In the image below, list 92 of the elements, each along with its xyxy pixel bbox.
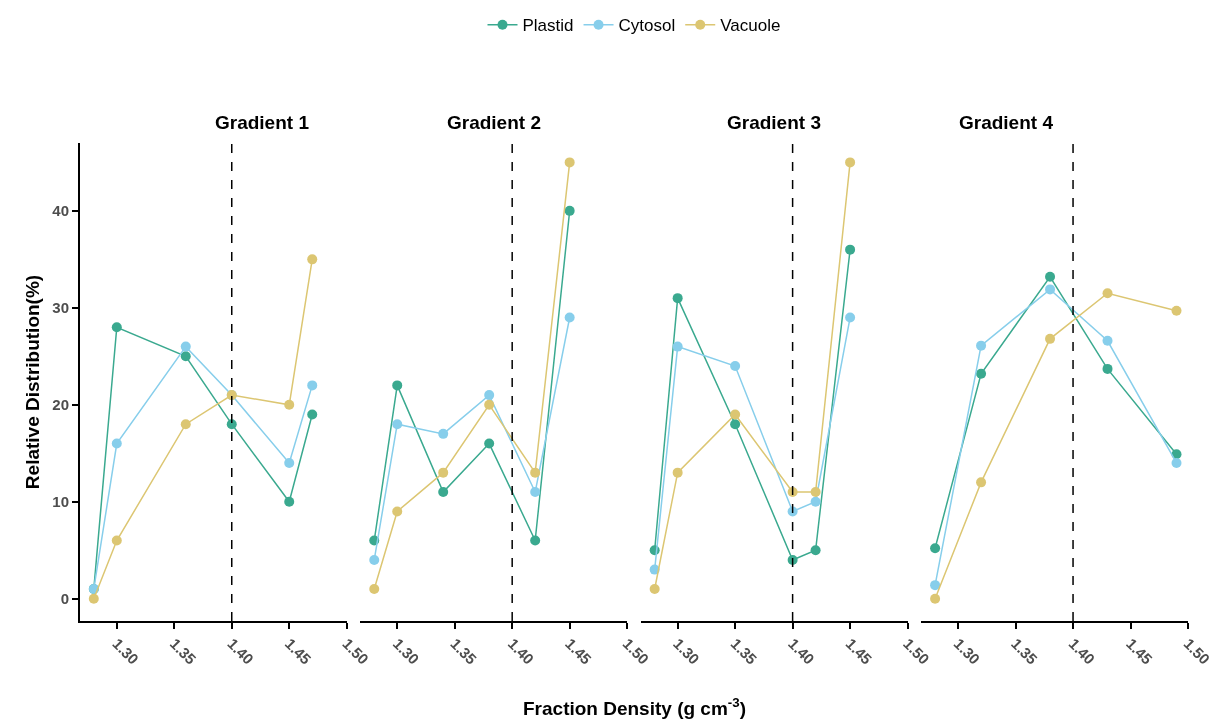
point — [564, 157, 575, 168]
point — [1171, 457, 1182, 468]
point — [484, 399, 495, 410]
point — [1102, 363, 1113, 374]
chart-title: Gradient 4 — [959, 112, 1054, 133]
point — [730, 419, 741, 430]
point — [392, 380, 403, 391]
point — [564, 205, 575, 216]
y-axis-title: Relative Distribution(%) — [21, 274, 43, 490]
x-tick-label: 1.35 — [447, 634, 480, 668]
point — [1045, 284, 1056, 295]
point — [1102, 335, 1113, 346]
chart-title: Gradient 1 — [215, 112, 310, 133]
point — [1102, 288, 1113, 299]
point — [810, 496, 821, 507]
x-tick-label: 1.30 — [389, 634, 423, 668]
point — [392, 419, 403, 430]
point — [672, 341, 683, 352]
point — [484, 390, 495, 401]
point — [1045, 271, 1056, 282]
point — [438, 487, 449, 498]
y-tick-label: 20 — [52, 396, 69, 414]
x-tick-label: 1.35 — [1008, 634, 1041, 668]
point — [307, 254, 318, 265]
x-tick-label: 1.30 — [670, 634, 703, 668]
point — [787, 554, 798, 565]
point — [730, 361, 741, 371]
point — [484, 438, 495, 449]
point — [88, 593, 99, 604]
point — [111, 322, 122, 333]
point — [530, 487, 541, 498]
point — [564, 312, 575, 323]
point — [976, 340, 987, 351]
point — [930, 593, 941, 604]
point — [649, 584, 660, 594]
point — [369, 554, 380, 565]
x-tick-label: 1.45 — [842, 634, 876, 668]
y-tick-label: 30 — [52, 299, 69, 317]
point — [180, 351, 191, 362]
point — [1045, 333, 1056, 344]
point — [307, 409, 318, 420]
point — [111, 438, 122, 449]
point — [845, 312, 856, 323]
x-tick-label: 1.35 — [166, 634, 200, 668]
x-tick-label: 1.50 — [619, 634, 653, 668]
legend-label: Plastid — [522, 16, 574, 36]
x-tick-label: 1.45 — [562, 634, 595, 668]
point — [307, 380, 318, 391]
point — [976, 368, 987, 379]
point — [672, 293, 683, 304]
point — [810, 545, 821, 556]
point — [1171, 305, 1182, 316]
chart-title: Gradient 3 — [727, 112, 821, 133]
x-tick-label: 1.40 — [224, 634, 257, 668]
point — [530, 467, 541, 478]
x-tick-label: 1.40 — [785, 634, 818, 668]
point — [180, 419, 191, 430]
point — [180, 341, 191, 352]
x-tick-label: 1.30 — [109, 634, 143, 668]
point — [845, 244, 856, 255]
point — [392, 506, 403, 517]
point — [369, 584, 380, 594]
x-tick-label: 1.45 — [281, 634, 315, 668]
point — [672, 467, 683, 478]
legend-label: Vacuole — [720, 16, 781, 36]
x-tick-label: 1.30 — [950, 634, 984, 668]
x-tick-label: 1.50 — [339, 634, 372, 668]
x-tick-label: 1.50 — [900, 634, 933, 668]
point — [845, 157, 856, 168]
point — [930, 580, 941, 591]
point — [284, 399, 295, 410]
x-tick-label: 1.45 — [1123, 634, 1156, 668]
x-tick-label: 1.50 — [1180, 634, 1214, 668]
text: Fraction Density (g cm$^{-3}$) — [523, 695, 746, 719]
point — [810, 487, 821, 498]
point — [730, 409, 741, 420]
x-tick-label: 1.40 — [504, 634, 538, 668]
point — [438, 467, 449, 478]
point — [930, 543, 941, 554]
x-tick-label: 1.40 — [1065, 634, 1099, 668]
y-tick-label: 0 — [60, 589, 69, 607]
point — [284, 457, 295, 468]
legend-label: Cytosol — [618, 16, 676, 36]
chart-title: Gradient 2 — [447, 112, 541, 133]
point — [111, 535, 122, 546]
point — [284, 496, 295, 507]
y-tick-label: 10 — [52, 492, 69, 510]
y-tick-label: 40 — [52, 202, 69, 220]
point — [530, 535, 541, 546]
point — [976, 477, 987, 488]
point — [438, 428, 449, 439]
x-tick-label: 1.35 — [727, 634, 761, 668]
